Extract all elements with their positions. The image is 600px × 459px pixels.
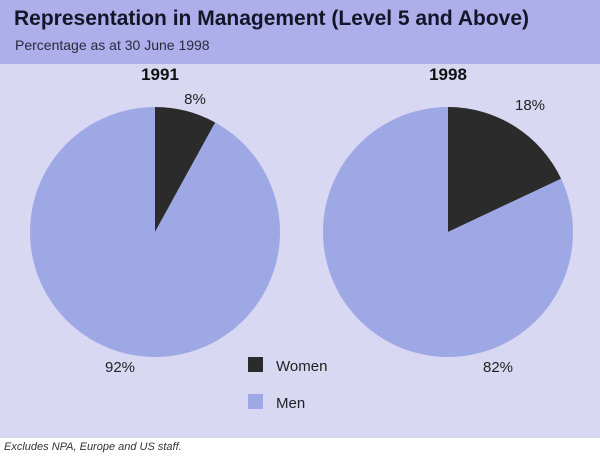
pie-1991-title: 1991 xyxy=(141,65,179,84)
pie-1998-slice-women xyxy=(448,107,562,232)
pie-1991-label-men: 92% xyxy=(105,359,135,376)
pie-1998-label-men: 82% xyxy=(483,359,513,376)
chart-header: Representation in Management (Level 5 an… xyxy=(0,0,600,64)
pie-1991-label-women: 8% xyxy=(184,91,206,108)
pie-1991-slice-women xyxy=(155,106,216,232)
pie-1998-slice-men xyxy=(322,107,573,358)
legend-swatch-women xyxy=(248,357,263,372)
legend-label-women: Women xyxy=(276,358,327,375)
legend-swatch-men xyxy=(248,394,263,409)
legend-label-men: Men xyxy=(276,395,305,412)
chart-title: Representation in Management (Level 5 an… xyxy=(14,7,529,30)
pie-1991-slice-men xyxy=(30,107,281,357)
chart-subtitle: Percentage as at 30 June 1998 xyxy=(15,37,210,53)
pie-1998-title: 1998 xyxy=(429,65,467,84)
pie-1998-label-women: 18% xyxy=(515,97,545,114)
footnote: Excludes NPA, Europe and US staff. xyxy=(4,441,182,453)
